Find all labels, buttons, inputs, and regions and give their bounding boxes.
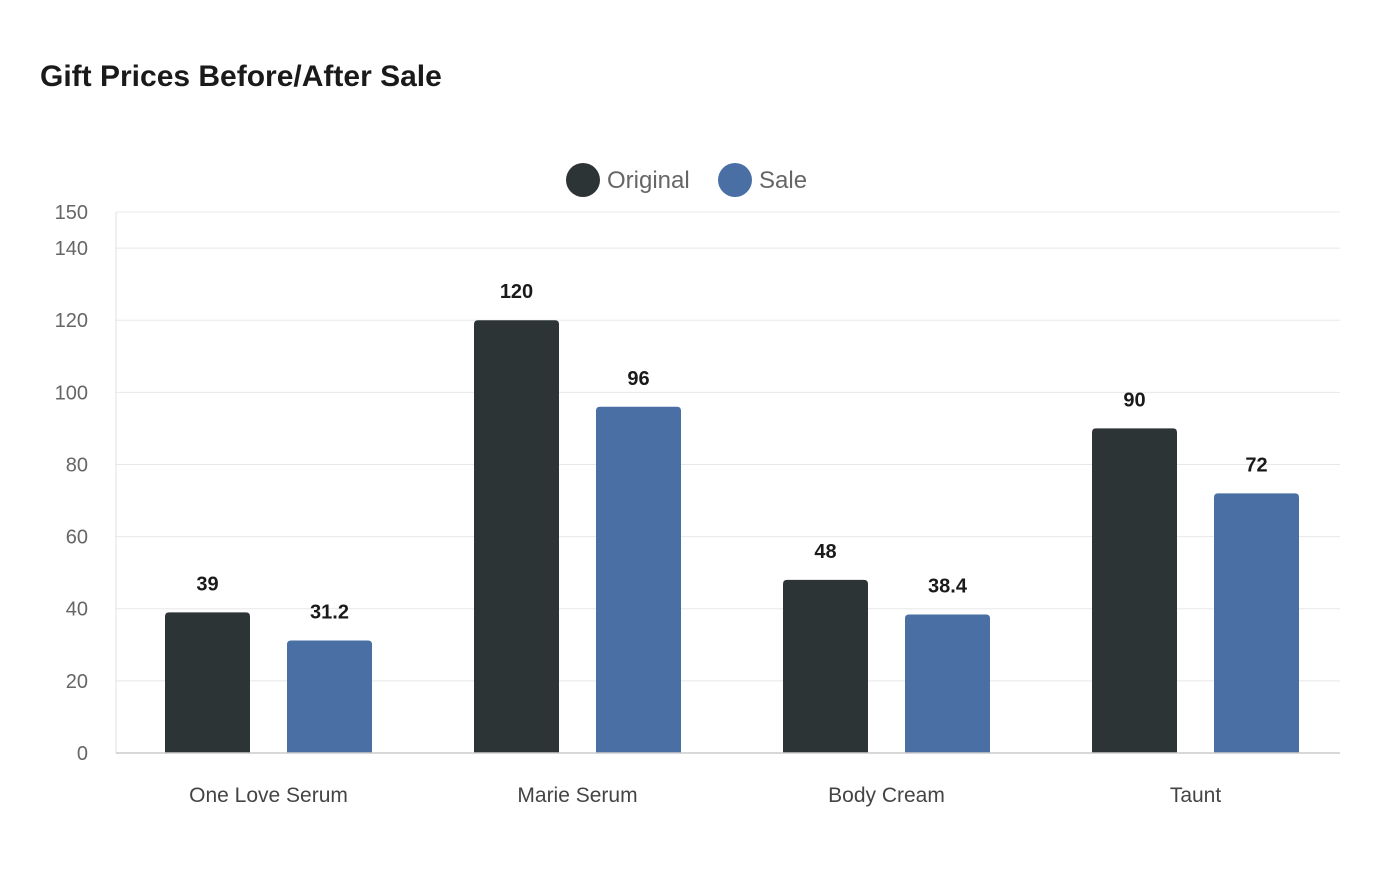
bar-original-3 — [1092, 428, 1177, 753]
data-label: 39 — [196, 573, 218, 595]
legend-swatch[interactable] — [566, 163, 600, 197]
bars — [165, 320, 1299, 753]
data-labels: 39 31.2 120 96 48 38.4 90 72 — [196, 281, 1267, 623]
legend-label[interactable]: Sale — [759, 167, 807, 194]
bar-sale-0 — [287, 640, 372, 753]
x-axis: One Love Serum Marie Serum Body Cream Taunt — [116, 752, 1340, 807]
bar-original-0 — [165, 612, 250, 753]
y-tick-label: 120 — [55, 310, 88, 332]
y-tick-label: 20 — [66, 671, 88, 693]
bar-original-1 — [474, 320, 559, 753]
x-tick-label: Marie Serum — [517, 784, 637, 807]
chart-title: Gift Prices Before/After Sale — [40, 60, 442, 93]
bar-sale-2 — [905, 614, 990, 753]
x-tick-label: One Love Serum — [189, 784, 348, 807]
data-label: 120 — [500, 281, 533, 303]
data-label: 48 — [814, 541, 836, 563]
data-label: 90 — [1123, 389, 1145, 411]
y-tick-label: 100 — [55, 382, 88, 404]
y-tick-label: 0 — [77, 743, 88, 765]
x-tick-label: Taunt — [1170, 784, 1222, 807]
y-axis: 0 20 40 60 80 100 120 140 150 — [55, 202, 117, 765]
x-tick-label: Body Cream — [828, 784, 945, 807]
y-tick-label: 60 — [66, 527, 88, 549]
data-label: 72 — [1245, 454, 1267, 476]
y-tick-label: 40 — [66, 599, 88, 621]
y-tick-label: 140 — [55, 238, 88, 260]
legend-swatch[interactable] — [718, 163, 752, 197]
bar-sale-3 — [1214, 493, 1299, 753]
data-label: 31.2 — [310, 601, 349, 623]
legend: Original Sale — [566, 163, 807, 197]
data-label: 96 — [627, 368, 649, 390]
data-label: 38.4 — [928, 576, 968, 598]
legend-label[interactable]: Original — [607, 167, 690, 194]
y-tick-label: 150 — [55, 202, 88, 224]
bar-sale-1 — [596, 406, 681, 753]
bar-original-2 — [783, 579, 868, 753]
y-tick-label: 80 — [66, 454, 88, 476]
